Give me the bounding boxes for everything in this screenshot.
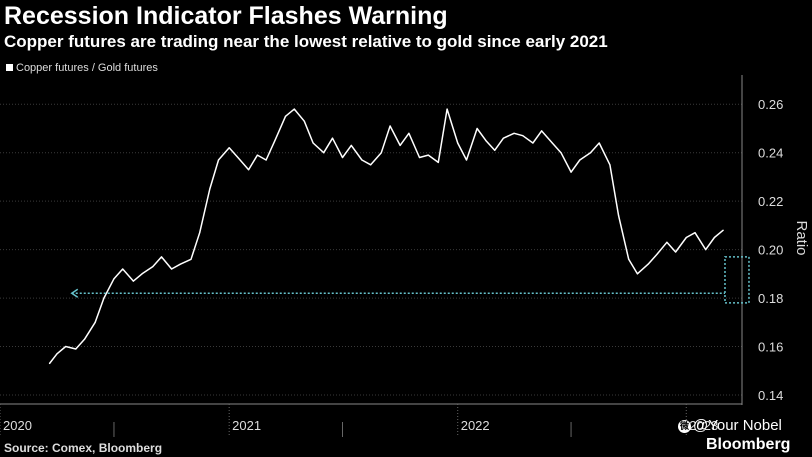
series-point <box>132 280 134 282</box>
legend-label: Copper futures / Gold futures <box>16 62 158 74</box>
series-point <box>570 171 572 173</box>
brand-logo: Bloomberg <box>706 436 791 453</box>
series-point <box>598 142 600 144</box>
series-point <box>312 142 314 144</box>
series-line <box>48 108 724 364</box>
series-point <box>83 338 86 340</box>
series-point <box>370 164 372 166</box>
series-point <box>522 135 524 137</box>
series-point <box>560 152 562 154</box>
chart-subtitle: Copper futures are trading near the lowe… <box>4 32 608 51</box>
y-axis-title: Ratio <box>793 220 810 255</box>
watermark-credit: 微 @Your Nobel <box>678 417 782 434</box>
series-point <box>705 249 707 251</box>
series-point <box>494 149 496 151</box>
series-point <box>647 263 649 265</box>
series-point <box>65 345 67 348</box>
series-point <box>170 268 173 270</box>
series-point <box>656 253 658 256</box>
series-point <box>284 115 287 117</box>
series-point <box>303 120 305 122</box>
series-point <box>293 108 295 110</box>
source-note: Source: Comex, Bloomberg <box>4 441 163 455</box>
series-point <box>323 152 325 154</box>
series-point <box>408 132 410 134</box>
legend: Copper futures / Gold futures <box>6 62 158 74</box>
series-point <box>685 236 687 239</box>
series-point <box>551 142 553 144</box>
series-point <box>541 130 543 132</box>
series-point <box>485 139 487 142</box>
series-point <box>628 258 630 260</box>
series-point <box>331 137 334 139</box>
series-point <box>274 139 276 142</box>
series-point <box>217 159 220 161</box>
series-point <box>160 256 163 258</box>
series-point <box>694 232 696 234</box>
x-tick-label: 2021 <box>232 418 261 433</box>
series-point <box>457 142 459 144</box>
y-tick-label: 0.18 <box>758 291 783 306</box>
series-point <box>237 156 239 159</box>
series-point <box>502 137 505 139</box>
series-point <box>75 348 77 350</box>
series-point <box>380 152 382 154</box>
series-point <box>389 125 391 127</box>
series-point <box>247 169 250 171</box>
series-point <box>513 132 515 134</box>
series-point <box>675 251 677 253</box>
y-tick-label: 0.20 <box>758 243 783 258</box>
series-point <box>399 144 401 147</box>
series-point <box>103 297 105 299</box>
series-point <box>618 215 620 217</box>
credit-text: @Your Nobel <box>693 417 782 434</box>
y-tick-label: 0.22 <box>758 194 783 209</box>
series-point <box>152 265 154 268</box>
y-tick-label: 0.14 <box>758 388 783 403</box>
x-tick-label: 2023 <box>689 418 718 433</box>
series-point <box>341 156 344 159</box>
series-point <box>465 159 468 161</box>
annotation-arrowhead <box>70 288 79 298</box>
series-point <box>589 152 592 154</box>
series-point <box>427 154 429 156</box>
series-point <box>532 142 534 144</box>
series-point <box>361 159 363 161</box>
weibo-icon: 微 <box>678 420 691 433</box>
series-point <box>579 159 581 161</box>
series-point <box>94 321 96 323</box>
series-point <box>636 273 639 275</box>
series-point <box>666 241 668 243</box>
series-point <box>113 278 115 280</box>
y-tick-label: 0.24 <box>758 146 783 161</box>
series-point <box>722 229 724 231</box>
series-point <box>48 362 51 365</box>
series-point <box>56 353 58 355</box>
series-point <box>418 156 421 159</box>
series-point <box>437 161 439 163</box>
y-tick-label: 0.16 <box>758 340 783 355</box>
series-point <box>190 258 192 260</box>
series-point <box>122 268 124 270</box>
series-point <box>209 188 211 190</box>
series-point <box>228 147 230 149</box>
annotation-box <box>724 256 750 304</box>
series-point <box>476 127 478 130</box>
y-tick-label: 0.26 <box>758 97 783 112</box>
series-point <box>256 154 258 156</box>
series-point <box>179 263 181 265</box>
x-tick-label: 2022 <box>461 418 490 433</box>
series-point <box>141 273 143 275</box>
legend-swatch <box>6 64 13 71</box>
series-point <box>265 159 267 161</box>
series-point <box>350 144 352 147</box>
x-tick-label: 2020 <box>3 418 32 433</box>
series-point <box>446 108 448 110</box>
series-point <box>609 164 611 166</box>
series-point <box>713 236 716 239</box>
chart-title: Recession Indicator Flashes Warning <box>4 2 448 30</box>
series-point <box>199 232 201 234</box>
